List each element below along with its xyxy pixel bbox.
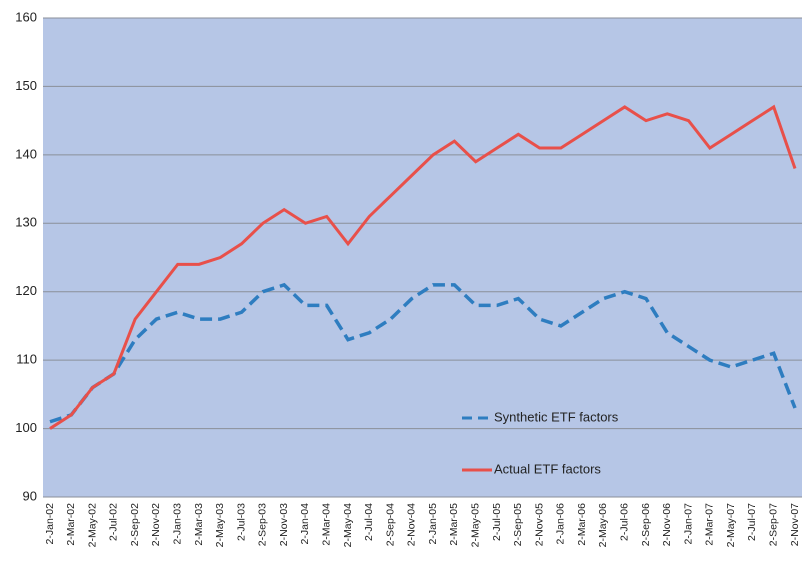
x-tick-label: 2-Jul-07 [746, 503, 758, 541]
x-tick-label: 2-Nov-04 [406, 503, 418, 546]
x-tick-label: 2-Mar-02 [65, 503, 77, 546]
x-tick-label: 2-Nov-03 [278, 503, 290, 546]
x-tick-label: 2-Sep-06 [640, 503, 652, 546]
x-tick-label: 2-May-07 [725, 503, 737, 548]
x-tick-label: 2-Jan-02 [44, 503, 56, 545]
x-tick-label: 2-Mar-06 [576, 503, 588, 546]
x-tick-label: 2-May-04 [342, 503, 354, 548]
x-tick-label: 2-Sep-03 [257, 503, 269, 546]
x-tick-label: 2-May-06 [597, 503, 609, 548]
x-tick-label: 2-Nov-02 [150, 503, 162, 546]
x-tick-label: 2-Jan-06 [555, 503, 567, 545]
x-tick-label: 2-May-02 [86, 503, 98, 548]
legend-label: Synthetic ETF factors [494, 409, 619, 424]
x-tick-label: 2-Jul-05 [491, 503, 503, 541]
x-tick-label: 2-Jan-04 [299, 503, 311, 545]
legend-label: Actual ETF factors [494, 461, 601, 476]
x-tick-label: 2-Mar-07 [704, 503, 716, 546]
x-tick-label: 2-Sep-04 [384, 503, 396, 546]
x-tick-label: 2-Nov-05 [533, 503, 545, 546]
series-line [49, 282, 797, 424]
y-tick-label: 160 [15, 9, 37, 24]
y-tick-label: 120 [15, 283, 37, 298]
x-tick-label: 2-Mar-04 [320, 503, 332, 546]
y-tick-label: 150 [15, 78, 37, 93]
x-tick-label: 2-Mar-03 [193, 503, 205, 546]
y-tick-label: 100 [15, 420, 37, 435]
series-line [49, 104, 797, 430]
x-tick-label: 2-Jul-02 [108, 503, 120, 541]
x-tick-label: 2-Nov-07 [789, 503, 801, 546]
x-tick-label: 2-Mar-05 [448, 503, 460, 546]
plot-area [43, 18, 802, 497]
y-tick-label: 140 [15, 146, 37, 161]
x-tick-label: 2-Sep-05 [512, 503, 524, 546]
x-tick-label: 2-Jul-03 [235, 503, 247, 541]
x-tick-label: 2-Sep-07 [767, 503, 779, 546]
y-tick-label: 90 [23, 488, 37, 503]
x-tick-label: 2-Nov-06 [661, 503, 673, 546]
x-tick-label: 2-Jul-04 [363, 503, 375, 541]
x-tick-label: 2-Jan-03 [171, 503, 183, 545]
x-tick-label: 2-Jul-06 [618, 503, 630, 541]
x-tick-label: 2-Jan-07 [682, 503, 694, 545]
x-tick-label: 2-Jan-05 [427, 503, 439, 545]
x-tick-label: 2-May-03 [214, 503, 226, 548]
y-tick-label: 130 [15, 215, 37, 230]
x-tick-label: 2-May-05 [469, 503, 481, 548]
x-tick-label: 2-Sep-02 [129, 503, 141, 546]
y-tick-label: 110 [16, 352, 37, 367]
